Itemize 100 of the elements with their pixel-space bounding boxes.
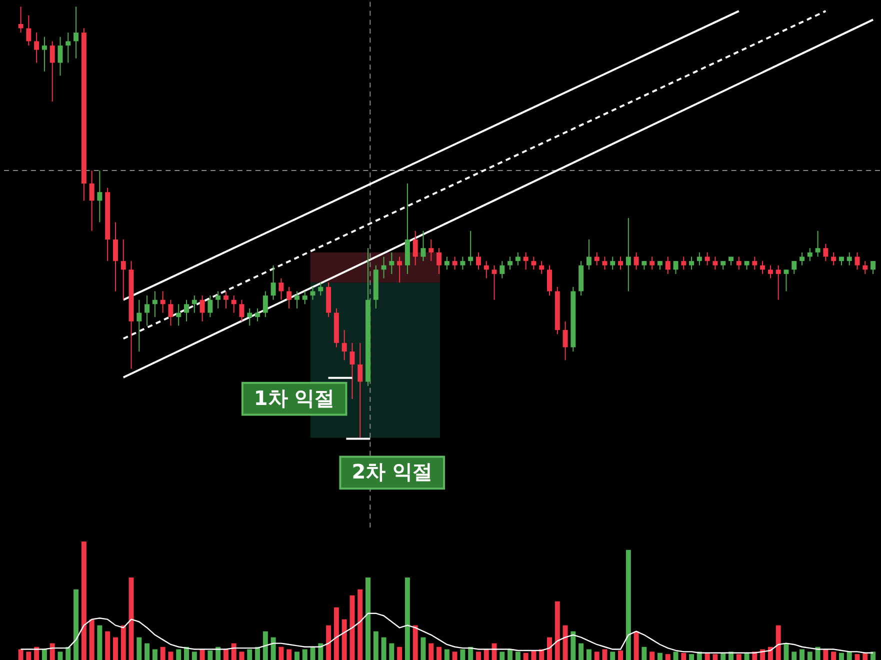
candlestick: [112, 222, 118, 292]
candlestick: [200, 295, 205, 322]
bar: [492, 643, 497, 660]
candlestick: [634, 252, 639, 270]
candlestick: [136, 299, 142, 352]
bar: [184, 646, 189, 660]
candlestick: [239, 299, 244, 322]
bar: [366, 577, 370, 660]
candlestick: [184, 299, 189, 322]
bar: [128, 577, 134, 660]
candlestick: [618, 256, 624, 270]
bar: [444, 649, 450, 660]
bar: [358, 589, 363, 660]
bar: [112, 637, 118, 660]
candlestick: [712, 256, 718, 270]
bar: [412, 625, 418, 660]
candlestick: [350, 342, 355, 400]
candlestick: [815, 230, 820, 258]
candlestick: [492, 264, 497, 300]
bar: [200, 649, 205, 660]
candlestick: [792, 260, 797, 274]
bar: [704, 652, 710, 660]
candlestick: [650, 256, 655, 270]
candlestick: [97, 170, 102, 223]
bar: [74, 589, 79, 660]
candlestick: [223, 290, 228, 309]
candlestick: [74, 6, 79, 59]
bar: [373, 631, 378, 660]
bar: [286, 649, 292, 660]
candlestick: [539, 260, 544, 274]
candlestick: [18, 6, 24, 34]
bar: [223, 649, 228, 660]
bar: [428, 643, 434, 660]
bar: [784, 643, 789, 660]
bar: [642, 646, 647, 660]
bar: [460, 649, 466, 660]
candlestick: [800, 252, 805, 266]
candlestick: [736, 256, 742, 270]
candlestick: [846, 252, 852, 266]
bar: [500, 652, 505, 660]
candlestick: [696, 252, 702, 266]
bar: [689, 654, 694, 660]
candlestick: [665, 256, 670, 274]
candlestick: [278, 278, 284, 300]
bar: [626, 550, 631, 660]
bar: [89, 619, 94, 660]
bar: [792, 652, 797, 660]
candlestick: [602, 256, 608, 270]
candlestick: [89, 170, 94, 232]
bar: [192, 652, 197, 660]
bar: [208, 650, 213, 660]
candlestick: [192, 295, 197, 314]
bar: [255, 646, 260, 660]
bar: [436, 646, 442, 660]
candlestick: [420, 230, 426, 262]
candlestick: [508, 256, 513, 270]
bar: [712, 654, 718, 660]
bar: [807, 652, 812, 660]
bar: [484, 649, 489, 660]
bar: [594, 652, 600, 660]
bar: [547, 637, 552, 660]
candlestick: [318, 282, 324, 296]
candlestick: [294, 290, 300, 309]
bar: [870, 652, 876, 660]
candlestick: [452, 256, 458, 270]
candlestick: [681, 256, 686, 270]
bar: [452, 652, 458, 660]
annotation: 1차 익절: [254, 386, 335, 410]
candlestick: [547, 264, 552, 296]
candlestick: [476, 252, 481, 270]
bar: [562, 625, 568, 660]
candlestick: [302, 290, 308, 305]
bar: [168, 652, 174, 660]
bar: [610, 652, 616, 660]
bar: [531, 650, 536, 660]
bar: [160, 646, 166, 660]
bar: [838, 652, 844, 660]
candlestick: [862, 260, 868, 274]
bar: [326, 625, 332, 660]
candlestick: [776, 264, 781, 300]
candlestick: [231, 295, 236, 314]
candlestick: [460, 256, 466, 270]
bar: [665, 654, 670, 660]
bar: [389, 643, 394, 660]
candlestick: [436, 248, 442, 274]
bar: [231, 643, 236, 660]
bar: [831, 652, 836, 660]
bar: [50, 643, 55, 660]
text: 2차 익절: [352, 460, 433, 484]
bar: [294, 652, 300, 660]
candlestick: [500, 260, 505, 279]
candlestick: [704, 252, 710, 266]
bar: [823, 649, 828, 660]
bar: [302, 649, 308, 660]
bar: [476, 652, 481, 660]
bar: [634, 631, 639, 660]
bar: [744, 652, 750, 660]
bar: [350, 595, 355, 660]
bar: [26, 652, 32, 660]
candlestick: [484, 260, 489, 279]
